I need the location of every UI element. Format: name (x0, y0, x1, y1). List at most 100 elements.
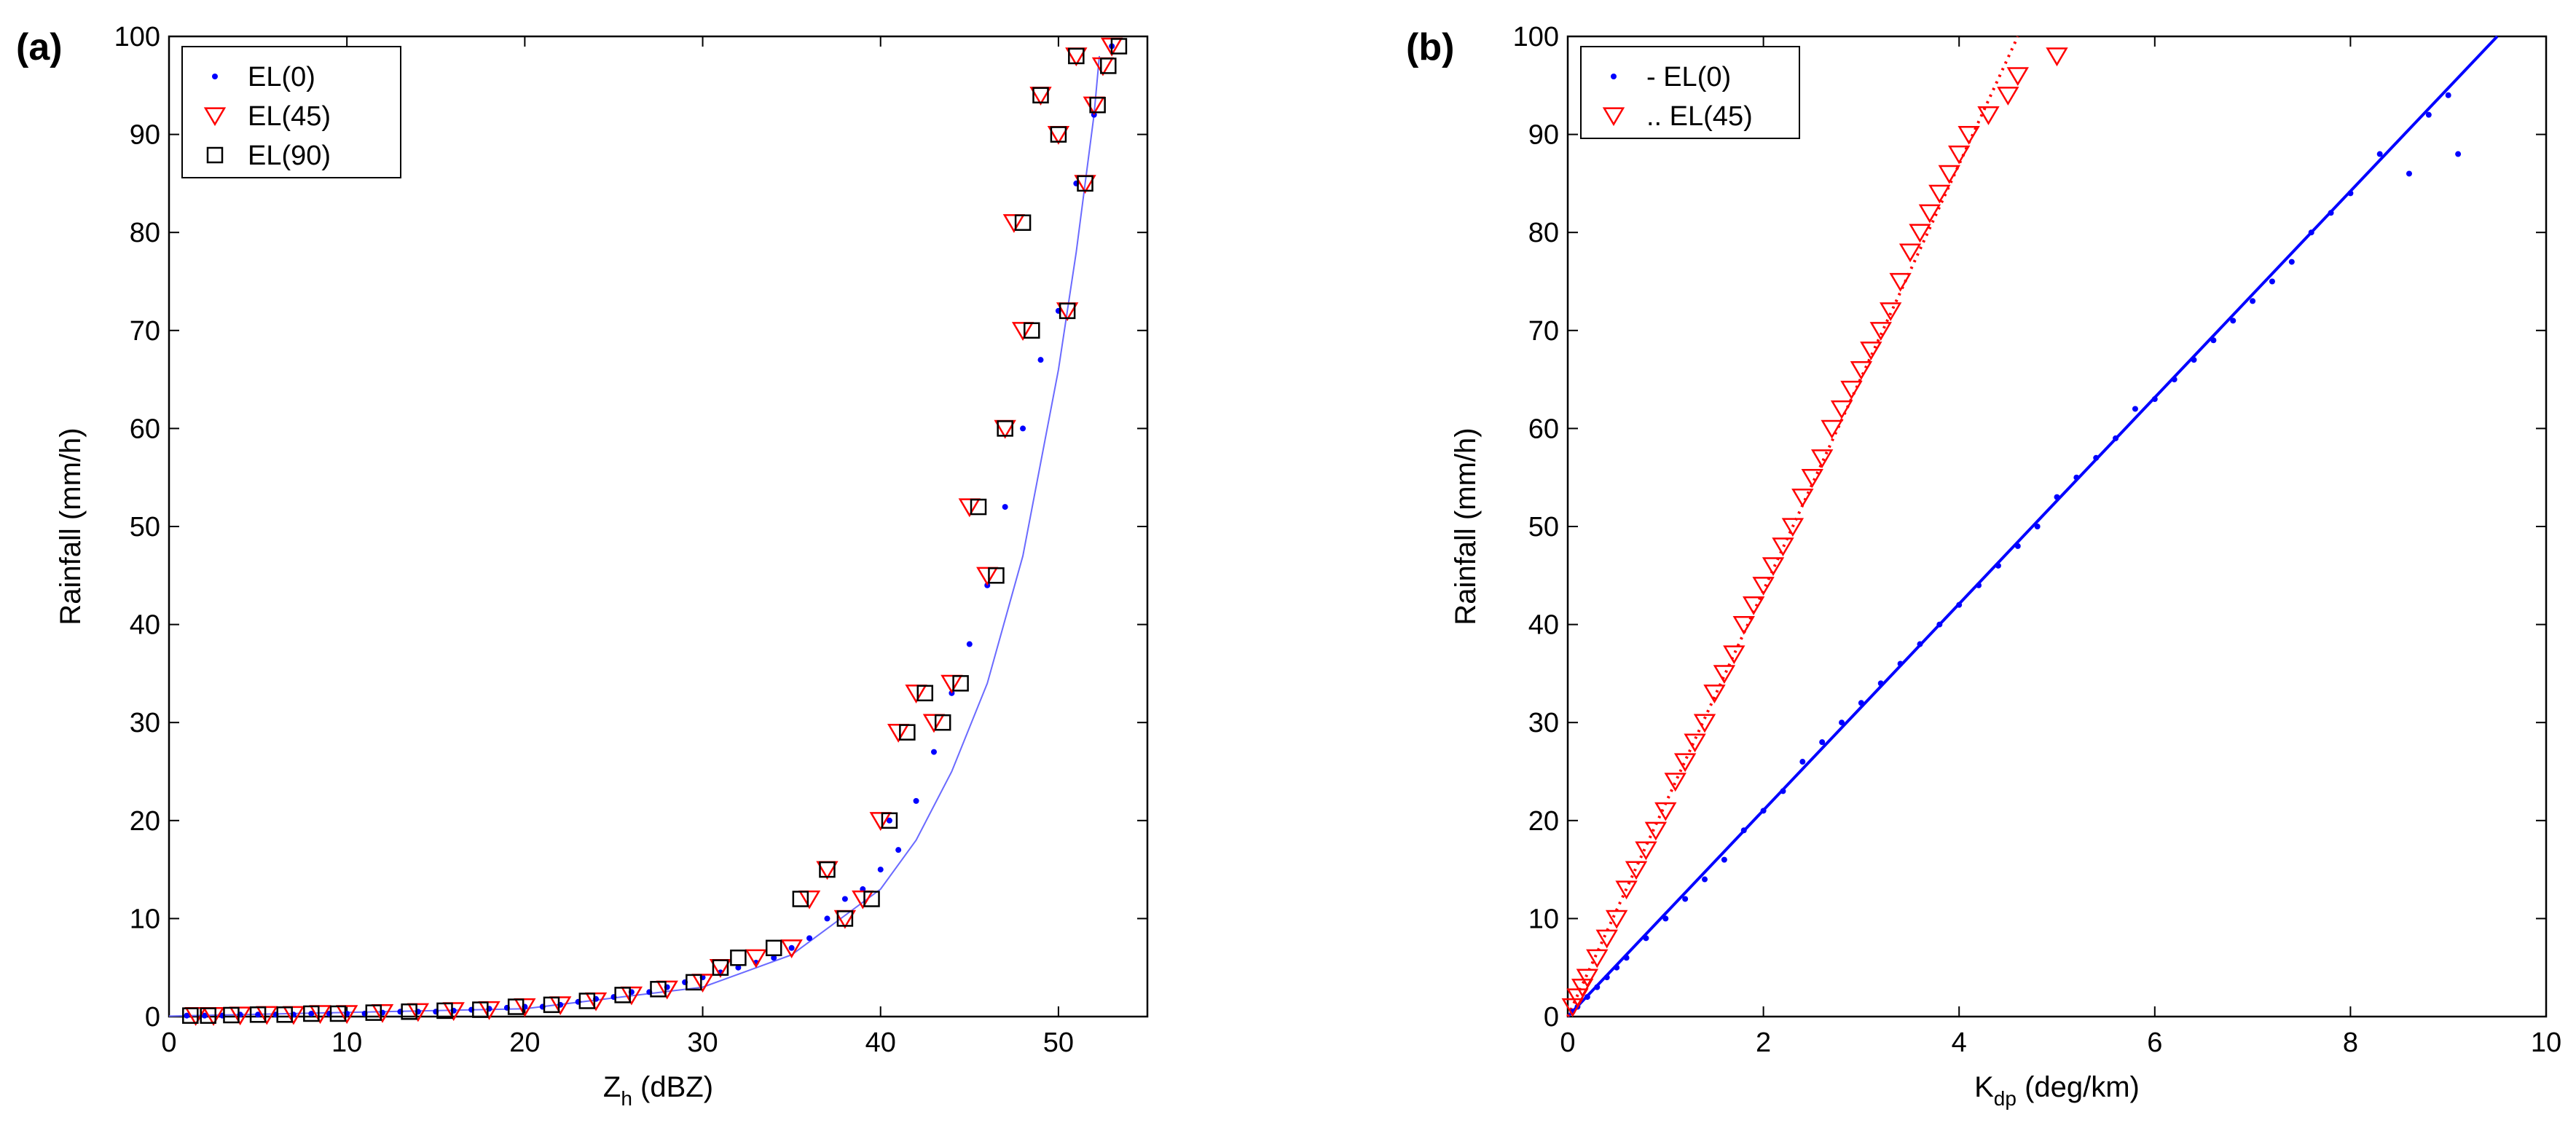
data-point (1839, 719, 1845, 726)
data-point (1957, 125, 1980, 145)
data-point (472, 1001, 489, 1018)
data-point (1917, 641, 1923, 647)
data-point (223, 1006, 240, 1024)
data-point (1603, 974, 1610, 981)
data-point (976, 567, 999, 586)
data-point (686, 974, 702, 991)
data-point (184, 1012, 190, 1019)
data-point (1936, 621, 1943, 628)
data-point (1566, 988, 1589, 1008)
y-tick-label: 40 (1528, 610, 1559, 641)
y-tick-label: 0 (1544, 1002, 1559, 1033)
data-point (895, 847, 902, 853)
data-point (1995, 562, 2001, 569)
data-point (303, 1005, 320, 1022)
data-point (1615, 880, 1638, 900)
data-point (2034, 524, 2041, 529)
data-point (916, 685, 934, 702)
data-point (308, 1010, 315, 1017)
data-point (1799, 759, 1806, 765)
data-point (1810, 449, 1834, 468)
data-point (869, 812, 892, 831)
data-point (1760, 808, 1767, 814)
y-tick-label: 60 (1528, 414, 1559, 444)
data-point (1938, 165, 1960, 184)
x-tick-label: 40 (865, 1027, 896, 1058)
data-point (1050, 126, 1067, 143)
x-tick-label: 0 (161, 1027, 176, 1058)
data-point (2191, 357, 2197, 363)
data-point (1011, 322, 1034, 341)
x-tick-label: 30 (687, 1027, 718, 1058)
data-point (514, 998, 536, 1017)
fit-curve (168, 55, 1101, 1017)
data-point (1703, 685, 1726, 703)
x-tick-label: 8 (2343, 1027, 2358, 1058)
data-point (401, 1003, 417, 1020)
data-point (2250, 298, 2256, 304)
data-point (819, 861, 836, 878)
data-point (824, 915, 830, 922)
series-el-0 (1569, 92, 2462, 1015)
data-point (365, 1004, 382, 1021)
data-point (478, 1001, 500, 1020)
y-axis-label: Rainfall (mm/h) (55, 427, 87, 625)
data-point (620, 986, 643, 1006)
data-point (930, 749, 937, 755)
data-point (2054, 494, 2060, 500)
data-point (1898, 243, 1922, 263)
y-tick-label: 100 (114, 22, 160, 52)
data-point (788, 944, 795, 951)
data-point (2288, 259, 2295, 265)
legend-marker (1611, 74, 1617, 79)
data-point (2455, 151, 2462, 157)
data-point (1702, 876, 1708, 883)
data-point (1586, 949, 1609, 969)
data-point (798, 890, 821, 910)
data-point (997, 420, 1013, 437)
y-tick-label: 50 (1528, 512, 1559, 543)
data-point (952, 675, 969, 692)
data-point (2073, 474, 2080, 481)
plot-frame (1566, 35, 2548, 1018)
x-tick-label: 2 (1756, 1027, 1771, 1058)
data-point (1791, 488, 1814, 508)
plot-frame (168, 35, 1149, 1018)
data-point (1821, 419, 1843, 439)
fit-line (1566, 36, 2019, 1017)
data-point (507, 998, 525, 1015)
legend-box (181, 46, 401, 178)
data-point (1721, 856, 1727, 863)
data-point (1740, 827, 1747, 834)
data-point (836, 910, 854, 927)
legend-label: EL(0) (248, 62, 315, 92)
data-point (988, 567, 1005, 584)
x-axis-label: Zh (dBZ) (603, 1071, 713, 1110)
data-point (1584, 994, 1590, 1001)
data-point (1956, 601, 1963, 608)
x-tick-label: 6 (2147, 1027, 2162, 1058)
y-axis-label: Rainfall (mm/h) (1450, 427, 1482, 625)
data-point (1977, 106, 2000, 125)
y-tick-label: 90 (130, 120, 160, 151)
data-point (1732, 615, 1755, 635)
data-point (1625, 861, 1648, 880)
data-point (1897, 660, 1904, 667)
data-point (735, 964, 742, 971)
y-tick-label: 10 (1528, 904, 1559, 934)
y-tick-label: 80 (130, 218, 160, 248)
panel-b: 0 2 4 6 8 100102030405060708090100(b)Rainfall… (1406, 22, 2561, 1110)
data-point (886, 817, 892, 824)
data-point (1830, 400, 1853, 419)
data-point (1850, 360, 1873, 380)
legend: - EL(0) .. EL(45) (1580, 46, 1800, 139)
data-point (1020, 425, 1026, 432)
data-point (256, 1006, 278, 1025)
data-point (806, 935, 813, 942)
data-point (1664, 773, 1686, 792)
data-point (1877, 680, 1884, 687)
y-tick-label: 20 (130, 806, 160, 837)
data-point (2006, 67, 2029, 87)
data-point (934, 714, 951, 731)
data-point (2093, 454, 2100, 461)
